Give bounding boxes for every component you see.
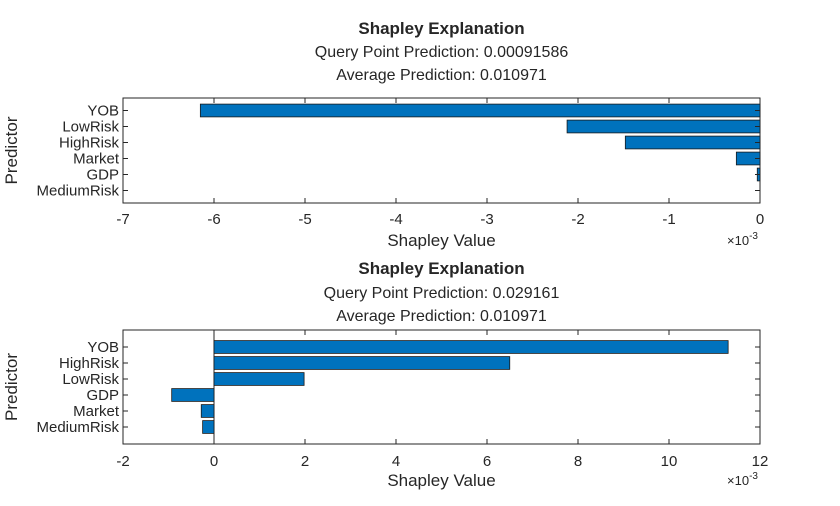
y-axis-label: Predictor [2,116,21,184]
x-tick-label: 0 [210,453,218,470]
x-tick-label: -7 [116,211,129,228]
y-tick-label: HighRisk [59,135,120,152]
query-point-prediction: Query Point Prediction: 0.00091586 [315,44,569,61]
y-axis-label: Predictor [2,353,21,421]
bar-yob [213,340,729,354]
x-exponent-label: ×10-3 [727,231,758,248]
x-exponent-base: ×10 [727,473,749,488]
x-exponent-base: ×10 [727,233,749,248]
x-tick-label: 12 [752,453,769,470]
chart-title: Shapley Explanation [358,19,524,38]
y-tick-label: MediumRisk [36,183,119,200]
x-tick-label: -1 [662,211,675,228]
y-tick-label: LowRisk [62,119,119,136]
x-tick-label: 6 [483,453,491,470]
bar-lowrisk [566,119,761,134]
x-tick-label: 8 [574,453,582,470]
y-tick-label: YOB [87,103,119,120]
x-tick-label: 4 [392,453,400,470]
bar-highrisk [624,135,761,150]
chart-title: Shapley Explanation [358,259,524,278]
x-axis-label: Shapley Value [387,231,495,250]
y-tick-label: LowRisk [62,371,119,388]
x-tick-label: -6 [207,211,220,228]
chart-panel-2: Shapley Explanation Query Point Predictio… [2,259,768,490]
y-tick-label: HighRisk [59,355,120,372]
bar-highrisk [213,356,511,370]
average-prediction: Average Prediction: 0.010971 [336,308,547,325]
bar-gdp [171,388,215,402]
bar-yob [199,103,761,118]
y-tick-label: GDP [86,167,119,184]
y-tick-label: GDP [86,387,119,404]
query-point-prediction: Query Point Prediction: 0.029161 [324,285,560,302]
x-tick-label: 10 [661,453,678,470]
y-tick-label: MediumRisk [36,419,119,436]
x-exponent-label: ×10-3 [727,471,758,488]
bar-market [200,404,215,418]
y-tick-label: YOB [87,339,119,356]
average-prediction: Average Prediction: 0.010971 [336,67,547,84]
x-axis-label: Shapley Value [387,471,495,490]
x-tick-label: 2 [301,453,309,470]
x-tick-label: 0 [756,211,764,228]
x-tick-label: -5 [298,211,311,228]
x-tick-label: -2 [116,453,129,470]
chart-panel-1: Shapley Explanation Query Point Predictio… [2,19,764,250]
bar-lowrisk [213,372,305,386]
x-exponent-power: -3 [749,471,758,482]
y-tick-label: Market [73,403,120,420]
x-tick-label: -4 [389,211,402,228]
bar-mediumrisk [202,420,215,434]
x-tick-label: -3 [480,211,493,228]
y-tick-label: Market [73,151,120,168]
x-tick-label: -2 [571,211,584,228]
x-exponent-power: -3 [749,231,758,242]
